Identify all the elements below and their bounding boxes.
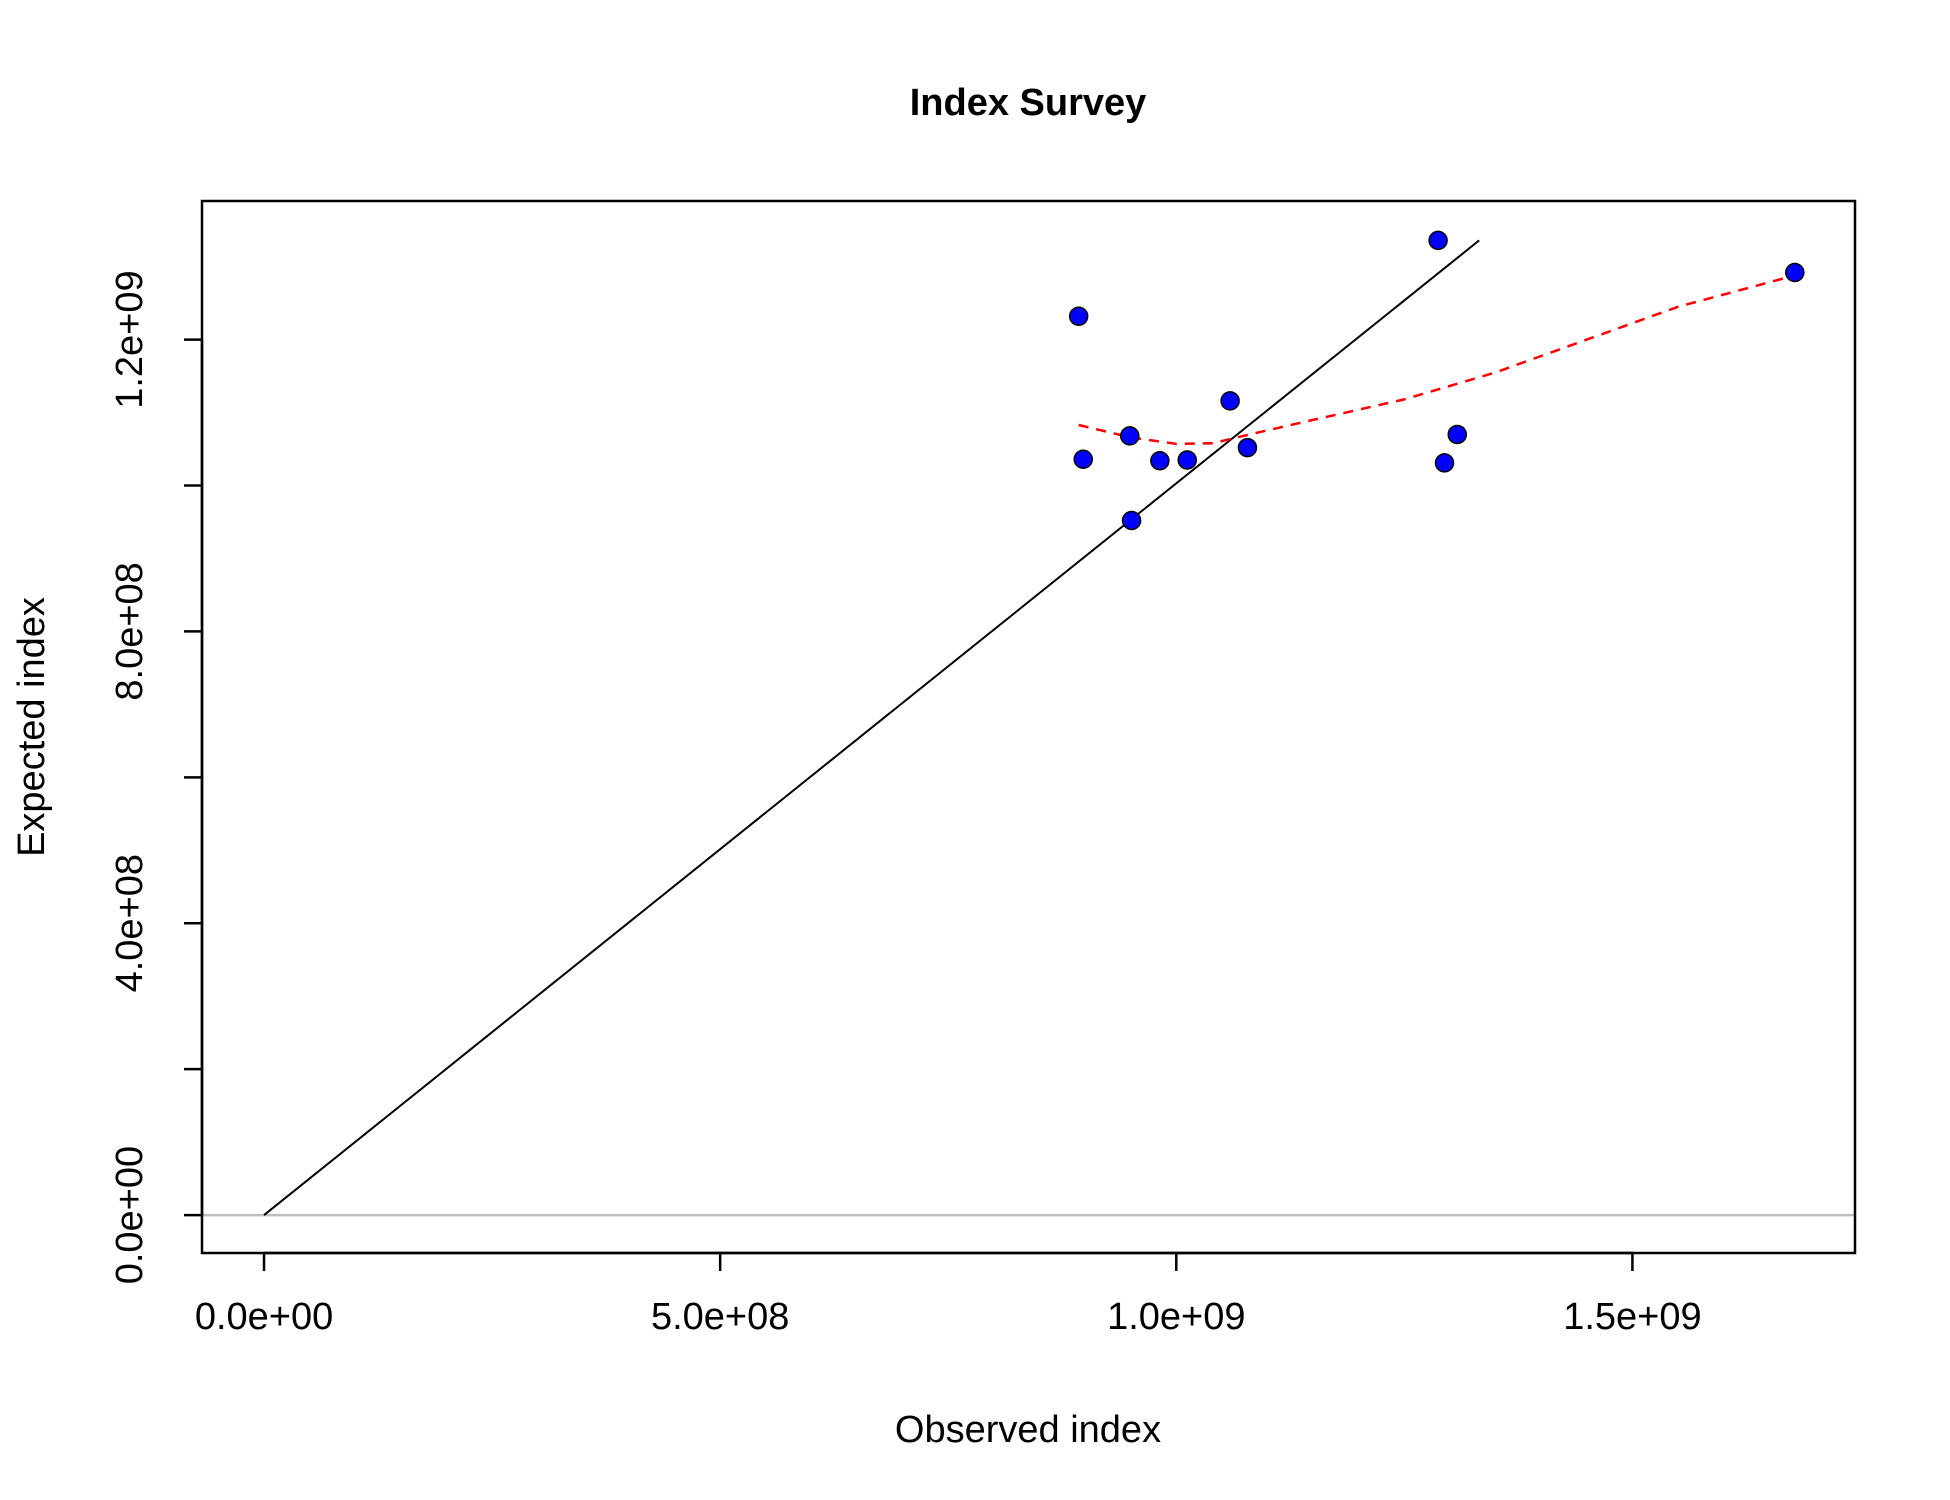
data-point — [1220, 391, 1240, 411]
x-tick-label: 5.0e+08 — [651, 1296, 789, 1338]
data-point — [1785, 262, 1805, 283]
data-point — [1177, 450, 1197, 470]
data-point — [1073, 449, 1093, 470]
y-tick-label: 4.0e+08 — [109, 854, 151, 992]
data-point — [1068, 306, 1089, 327]
x-tick-label: 0.0e+00 — [195, 1296, 333, 1338]
data-point — [1121, 510, 1142, 531]
data-point — [1447, 424, 1468, 445]
x-axis: 0.0e+00 5.0e+08 1.0e+09 1.5e+09 — [195, 1251, 1702, 1338]
x-axis-label: Observed index — [895, 1409, 1161, 1451]
y-tick-label: 1.2e+09 — [109, 270, 151, 408]
y-tick-label: 0.0e+00 — [109, 1146, 151, 1284]
y-axis: 0.0e+00 4.0e+08 8.0e+08 1.2e+09 — [109, 270, 204, 1284]
x-tick-label: 1.5e+09 — [1563, 1296, 1701, 1338]
x-tick-label: 1.0e+09 — [1107, 1296, 1245, 1338]
data-point — [1120, 426, 1140, 446]
plot-area — [202, 230, 1855, 1217]
y-axis-label: Expected index — [11, 597, 53, 857]
chart-title: Index Survey — [910, 82, 1147, 124]
y-tick-label: 8.0e+08 — [109, 562, 151, 700]
data-point — [1428, 230, 1448, 251]
data-point — [1434, 453, 1455, 473]
data-point — [1237, 437, 1258, 458]
plot-frame — [200, 199, 1857, 1255]
reference-line — [263, 239, 1480, 1216]
smooth-trend-line — [1078, 274, 1796, 446]
data-point — [1150, 450, 1170, 471]
